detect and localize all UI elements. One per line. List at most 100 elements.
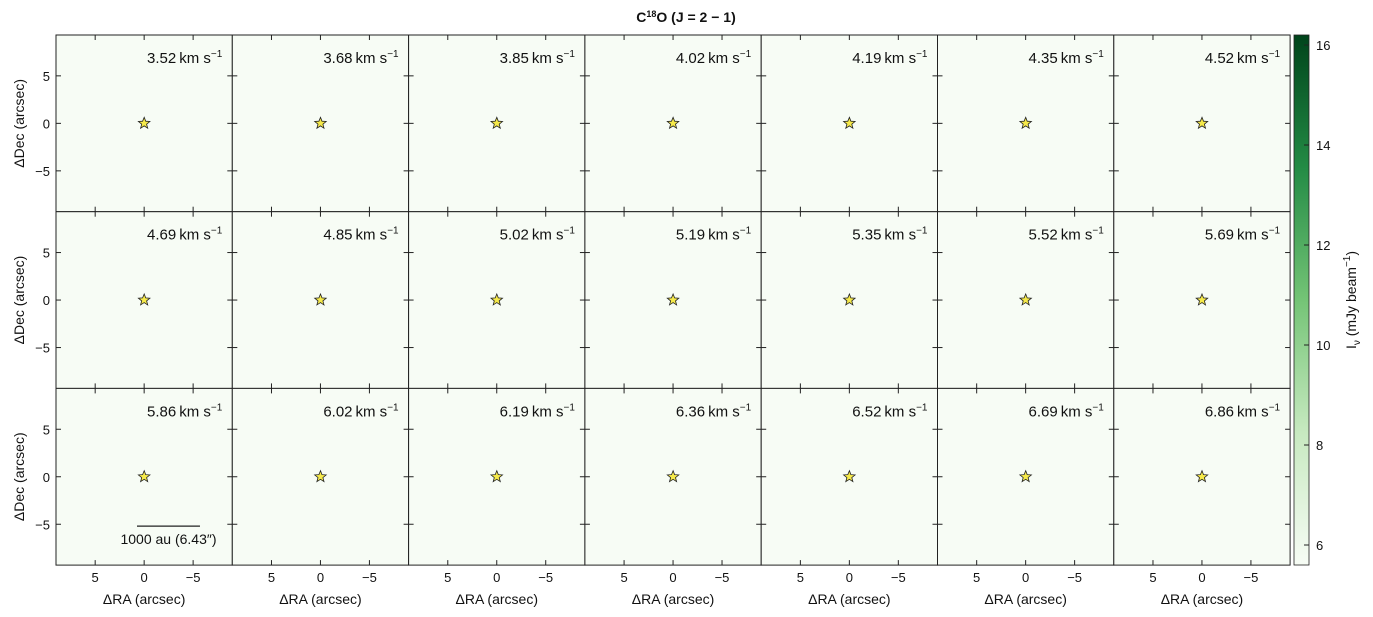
- channel-label: 4.19 km s−1: [852, 49, 928, 67]
- x-tick-label: 5: [268, 570, 275, 585]
- title-part: O (J = 2 − 1): [656, 9, 735, 25]
- source-star: [1018, 116, 1033, 130]
- velocity-unit: km s: [1061, 403, 1093, 420]
- colorbar: [1293, 34, 1310, 566]
- x-axis-label: ΔRA (arcsec): [103, 591, 185, 607]
- colorbar-label-part: (mJy beam: [1343, 267, 1359, 340]
- velocity: 4.69: [147, 227, 176, 244]
- velocity-unit-sup: −1: [563, 49, 575, 60]
- x-tick-label: 5: [620, 570, 627, 585]
- velocity-unit-sup: −1: [387, 402, 399, 413]
- colorbar-tick-label: 14: [1316, 138, 1330, 153]
- colorbar-label-sub: ν: [1352, 340, 1363, 345]
- velocity-unit-sup: −1: [387, 49, 399, 60]
- x-tick-label: 0: [846, 570, 853, 585]
- title-part: C: [636, 9, 646, 25]
- velocity-unit-sup: −1: [211, 402, 223, 413]
- x-tick-label: 0: [317, 570, 324, 585]
- colorbar-tick-label: 6: [1316, 538, 1323, 553]
- source-star: [666, 116, 680, 130]
- channel-label: 6.69 km s−1: [1029, 402, 1105, 420]
- velocity-unit-sup: −1: [740, 402, 752, 413]
- velocity: 4.19: [852, 50, 881, 67]
- source-star: [313, 292, 328, 306]
- x-tick-label: 5: [444, 570, 451, 585]
- source-star: [489, 469, 504, 483]
- x-tick-label: 0: [1022, 570, 1029, 585]
- x-axis-label: ΔRA (arcsec): [279, 591, 361, 607]
- channel-label: 6.86 km s−1: [1205, 402, 1281, 420]
- source-star: [842, 292, 857, 306]
- source-star: [666, 292, 680, 306]
- x-tick-label: −5: [1244, 570, 1259, 585]
- chart-title: C18O (J = 2 − 1): [636, 9, 736, 25]
- source-star: [137, 469, 151, 483]
- source-star: [313, 469, 328, 483]
- velocity-unit: km s: [708, 403, 740, 420]
- colorbar-tick-label: 8: [1316, 438, 1323, 453]
- velocity: 3.85: [500, 50, 529, 67]
- channel-label: 4.52 km s−1: [1205, 49, 1281, 67]
- velocity-unit-sup: −1: [563, 402, 575, 413]
- velocity-unit-sup: −1: [211, 49, 223, 60]
- velocity-unit-sup: −1: [916, 49, 928, 60]
- x-tick-label: 0: [493, 570, 500, 585]
- y-axis-label: ΔDec (arcsec): [11, 256, 27, 345]
- velocity-unit: km s: [179, 403, 211, 420]
- x-axis-label: ΔRA (arcsec): [456, 591, 538, 607]
- source-star: [489, 116, 504, 130]
- velocity-unit-sup: −1: [387, 226, 399, 237]
- velocity-unit: km s: [532, 403, 564, 420]
- velocity: 6.69: [1029, 403, 1058, 420]
- x-axis-label: ΔRA (arcsec): [1161, 591, 1243, 607]
- velocity: 5.69: [1205, 227, 1234, 244]
- velocity: 6.52: [852, 403, 881, 420]
- x-axis-label: ΔRA (arcsec): [632, 591, 714, 607]
- velocity-unit: km s: [179, 227, 211, 244]
- channel-label: 6.19 km s−1: [500, 402, 576, 420]
- velocity: 4.35: [1029, 50, 1058, 67]
- velocity-unit: km s: [884, 227, 916, 244]
- source-star: [842, 116, 857, 130]
- velocity-unit-sup: −1: [1269, 402, 1281, 413]
- x-tick-label: −5: [186, 570, 201, 585]
- x-tick-label: −5: [538, 570, 553, 585]
- y-tick-label: 5: [43, 422, 50, 437]
- x-tick-label: 5: [973, 570, 980, 585]
- channel-label: 5.35 km s−1: [852, 226, 928, 244]
- source-star: [842, 469, 857, 483]
- velocity-unit: km s: [356, 227, 388, 244]
- y-axis-label: ΔDec (arcsec): [11, 432, 27, 521]
- source-star: [1018, 469, 1033, 483]
- x-tick-label: −5: [1067, 570, 1082, 585]
- velocity: 5.86: [147, 403, 176, 420]
- channel-label: 4.69 km s−1: [147, 226, 223, 244]
- velocity-unit-sup: −1: [916, 226, 928, 237]
- source-star: [313, 116, 328, 130]
- velocity: 3.52: [147, 50, 176, 67]
- velocity-unit-sup: −1: [1092, 226, 1104, 237]
- velocity-unit: km s: [708, 50, 740, 67]
- x-tick-label: 5: [797, 570, 804, 585]
- y-axis-label: ΔDec (arcsec): [11, 79, 27, 168]
- source-star: [489, 292, 504, 306]
- channel-label: 6.02 km s−1: [323, 402, 399, 420]
- channel-label: 5.19 km s−1: [676, 226, 752, 244]
- source-star: [666, 469, 680, 483]
- velocity-unit: km s: [532, 50, 564, 67]
- velocity: 6.86: [1205, 403, 1234, 420]
- velocity-unit-sup: −1: [563, 226, 575, 237]
- y-tick-label: 0: [43, 116, 50, 131]
- x-tick-label: 0: [1198, 570, 1205, 585]
- velocity-unit-sup: −1: [916, 402, 928, 413]
- channel-label: 5.69 km s−1: [1205, 226, 1281, 244]
- colorbar-tick-label: 12: [1316, 238, 1330, 253]
- x-tick-label: −5: [891, 570, 906, 585]
- x-tick-label: 0: [669, 570, 676, 585]
- velocity: 4.85: [323, 227, 352, 244]
- source-star: [137, 292, 151, 306]
- velocity: 6.02: [323, 403, 352, 420]
- y-tick-label: 5: [43, 246, 50, 261]
- velocity-unit: km s: [1061, 50, 1093, 67]
